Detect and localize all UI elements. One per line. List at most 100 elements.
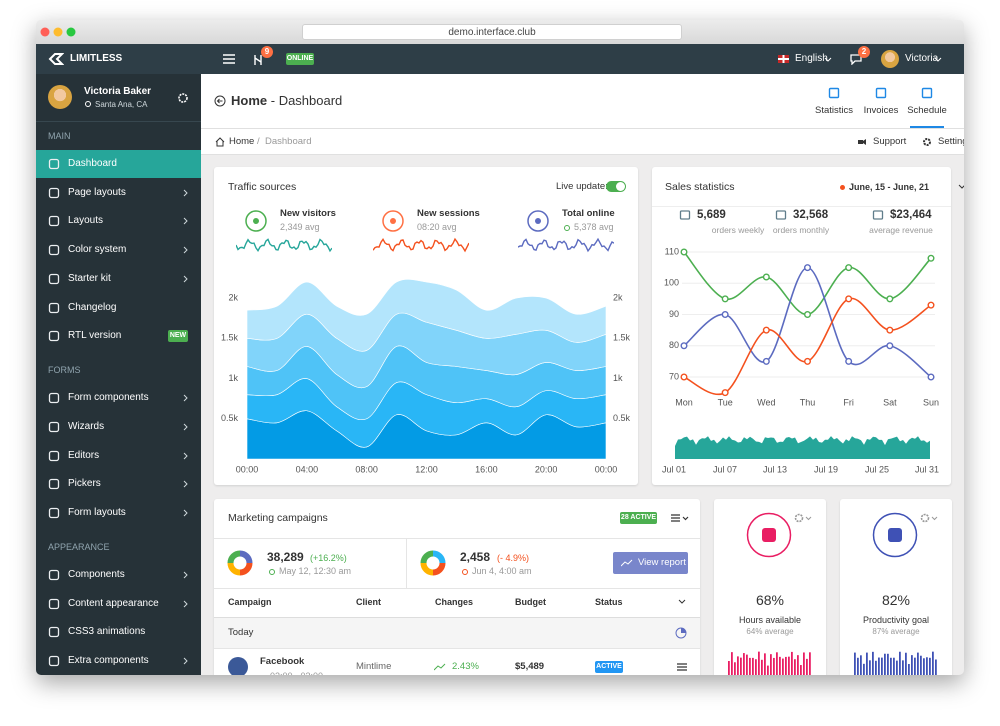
caret (183, 218, 188, 225)
back-icon[interactable] (214, 95, 226, 107)
columns-caret[interactable] (678, 599, 686, 605)
point (721, 389, 729, 397)
icon-circle (228, 657, 248, 675)
campaign-name[interactable]: Facebook (260, 656, 305, 667)
x-tick-label: 04:00 (296, 464, 319, 474)
stat-value: 5,689 (697, 209, 726, 221)
bar-sparkline (728, 651, 811, 675)
menu-item[interactable]: Color system (36, 236, 201, 264)
spark-bar (809, 652, 811, 675)
action-icon[interactable] (921, 87, 933, 99)
support-link[interactable]: Support (873, 136, 907, 147)
stat-icon (679, 210, 691, 220)
donut (420, 550, 446, 576)
icon-shape (48, 450, 60, 461)
user-name[interactable]: Victoria (905, 53, 939, 64)
menu-toggle[interactable] (222, 53, 236, 65)
breadcrumb-home[interactable]: Home (229, 136, 255, 147)
menu-icon (48, 507, 60, 519)
spark-bar (731, 652, 733, 675)
window-controls[interactable] (36, 20, 86, 44)
language[interactable]: English (795, 53, 828, 64)
widget-settings[interactable] (794, 512, 814, 524)
menu-label: Color system (68, 244, 127, 256)
menu-item[interactable]: Content appearance (36, 590, 201, 618)
menu-item[interactable]: Wizards (36, 413, 201, 441)
user-settings[interactable] (177, 92, 189, 104)
donut-segment (420, 562, 434, 576)
date-range[interactable]: June, 15 - June, 21 (849, 182, 930, 192)
icon-shape (48, 158, 60, 170)
menu-item[interactable]: Pickers (36, 470, 201, 498)
flag (778, 55, 789, 63)
budget: $5,489 (515, 661, 545, 672)
zoom-dot[interactable] (66, 27, 76, 37)
caret (824, 57, 832, 62)
git-icon[interactable] (252, 54, 264, 66)
spark-bar (782, 658, 784, 675)
spark-bar (755, 659, 757, 675)
menu-item[interactable]: Editors (36, 442, 201, 470)
menu-label: Form components (68, 392, 149, 404)
column-header: Client (356, 597, 382, 607)
menu-item[interactable]: Layouts (36, 207, 201, 235)
sidebar: Victoria Baker Santa Ana, CA MAIN Dashboa… (36, 74, 201, 675)
spark-bar (740, 657, 742, 675)
y-tick-label: 110 (665, 246, 679, 256)
caret (678, 599, 686, 604)
widget-settings[interactable] (920, 512, 940, 524)
sidebar-user-name[interactable]: Victoria Baker (84, 86, 152, 97)
widget-value: 68% (755, 592, 785, 608)
view-report-button[interactable]: View report (613, 552, 688, 574)
action-label[interactable]: Statistics (814, 105, 853, 116)
live-toggle[interactable] (606, 181, 626, 192)
support-icon (858, 139, 866, 145)
menu-item[interactable]: CSS3 animations (36, 618, 201, 646)
logo[interactable] (48, 52, 64, 66)
caret-shape (183, 571, 188, 579)
brand[interactable]: LIMITLESS (70, 53, 123, 64)
menu-item[interactable]: Form layouts (36, 499, 201, 527)
caret-shape (183, 480, 188, 488)
menu-item[interactable]: RTL version NEW (36, 322, 201, 350)
spark-bar (908, 664, 910, 675)
menu-item[interactable]: Page layouts (36, 179, 201, 207)
action-label[interactable]: Invoices (863, 105, 899, 116)
menu-item[interactable]: Starter kit (36, 265, 201, 293)
date-label: Jul 19 (814, 464, 838, 474)
row-menu[interactable] (677, 662, 687, 672)
action-icon[interactable] (828, 87, 840, 99)
stat-value: 5,378 avg (574, 222, 614, 232)
spark-bar (728, 661, 730, 675)
icon-core (535, 218, 541, 224)
minimize-dot[interactable] (53, 27, 63, 37)
sidebar-avatar[interactable] (48, 85, 72, 109)
gear (920, 513, 930, 523)
icon-shape (48, 507, 60, 519)
user-avatar[interactable] (881, 50, 899, 68)
caret (183, 600, 188, 608)
caret-shape (183, 394, 188, 402)
close-dot[interactable] (40, 27, 50, 37)
menu-item[interactable]: Extra components (36, 647, 201, 675)
stat-value: 38,289 (267, 550, 304, 564)
menu-item[interactable]: Form components (36, 384, 201, 412)
menu-item[interactable]: Dashboard (36, 150, 201, 178)
url-bar[interactable]: demo.interface.club (302, 24, 682, 40)
date-label: Jul 25 (865, 464, 889, 474)
menu-item[interactable]: Changelog (36, 294, 201, 322)
point (845, 264, 853, 272)
menu-label: Wizards (68, 420, 105, 432)
group-icon[interactable] (675, 627, 687, 639)
action-label[interactable]: Schedule (907, 105, 947, 116)
action-icon[interactable] (875, 87, 887, 99)
settings-link[interactable]: Settings (938, 136, 964, 147)
icon-shape (48, 216, 60, 227)
menu-item[interactable]: Components (36, 561, 201, 589)
spark-bar (776, 652, 778, 675)
card-menu[interactable] (670, 513, 690, 523)
caret-shape (183, 275, 188, 283)
menu-icon (48, 569, 60, 581)
